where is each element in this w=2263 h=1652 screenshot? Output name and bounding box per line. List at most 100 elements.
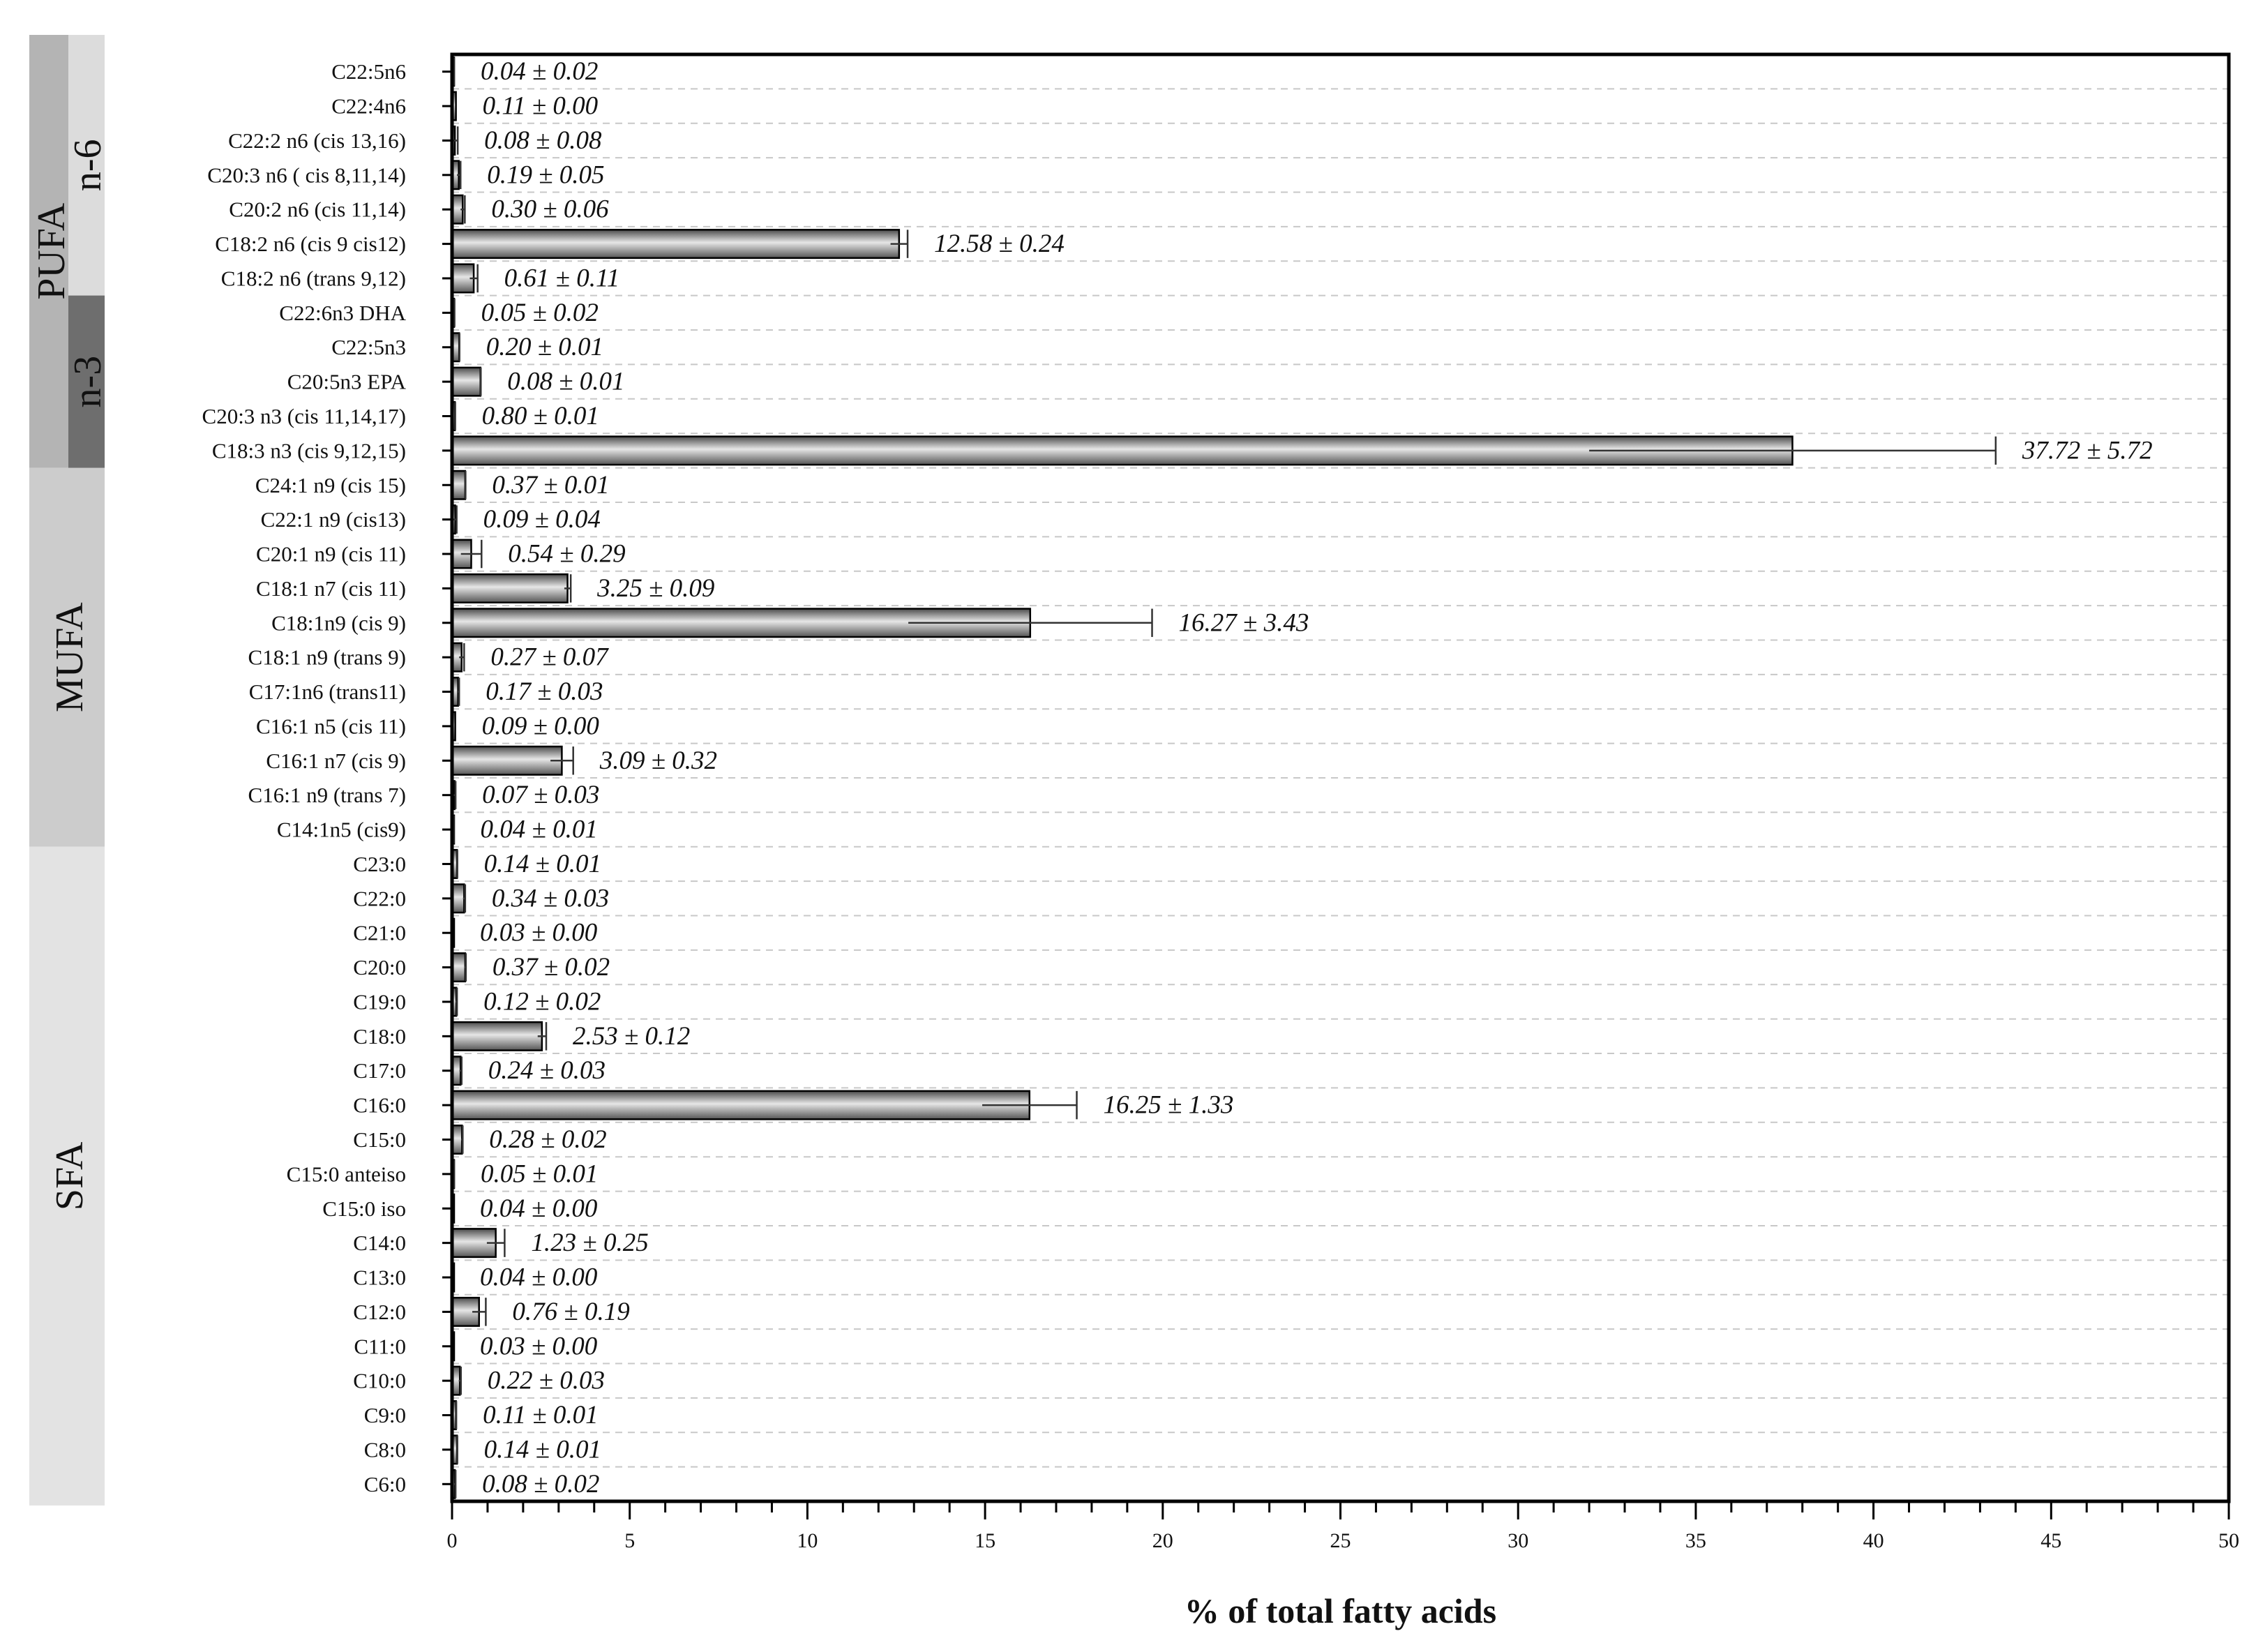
category-label: C14:0: [353, 1231, 406, 1255]
bar: [451, 952, 467, 983]
subgroup-label-n-6: n-6: [66, 140, 110, 192]
category-label: C13:0: [353, 1266, 406, 1290]
category-label: C12:0: [353, 1300, 406, 1324]
value-label: 16.27 ± 3.43: [1179, 608, 1309, 637]
category-label: C17:0: [353, 1058, 406, 1083]
category-label: C9:0: [364, 1403, 406, 1427]
category-label: C15:0 anteiso: [287, 1162, 406, 1186]
x-tick-label: 5: [624, 1529, 635, 1552]
category-label: C11:0: [354, 1334, 406, 1358]
category-label: C20:1 n9 (cis 11): [256, 542, 406, 566]
x-axis-label: % of total fatty acids: [1185, 1591, 1496, 1630]
value-label: 0.37 ± 0.01: [492, 471, 609, 500]
value-label: 0.30 ± 0.06: [491, 195, 609, 224]
category-label: C17:1n6 (trans11): [249, 679, 406, 704]
value-label: 0.22 ± 0.03: [488, 1367, 605, 1395]
value-label: 0.09 ± 0.04: [483, 505, 601, 534]
value-label: 0.07 ± 0.03: [482, 781, 599, 809]
category-label: C15:0 iso: [322, 1196, 406, 1221]
bar: [451, 229, 901, 260]
bar: [451, 1090, 1031, 1120]
category-label: C10:0: [353, 1369, 406, 1393]
bar: [451, 745, 563, 776]
category-label: C22:5n6: [331, 59, 406, 84]
value-label: 3.25 ± 0.09: [596, 574, 714, 603]
category-label: C18:0: [353, 1024, 406, 1049]
subgroup-label-n-3: n-3: [66, 356, 110, 408]
category-label: C19:0: [353, 989, 406, 1014]
category-label: C22:6n3 DHA: [279, 301, 406, 325]
category-label: C16:1 n7 (cis 9): [266, 749, 406, 773]
value-label: 0.28 ± 0.02: [489, 1125, 606, 1154]
value-label: 0.14 ± 0.01: [484, 850, 601, 878]
category-label: C24:1 n9 (cis 15): [255, 473, 406, 497]
category-label: C22:0: [353, 886, 406, 910]
value-labels: 0.04 ± 0.02 0.11 ± 0.00 0.08 ± 0.08 0.19 ± …: [480, 57, 2153, 1499]
bar: [451, 366, 482, 397]
bar: [451, 470, 467, 500]
value-label: 0.03 ± 0.00: [480, 919, 598, 947]
value-label: 0.61 ± 0.11: [504, 264, 620, 292]
bar: [451, 573, 569, 603]
group-label-sfa: SFA: [48, 1141, 91, 1210]
value-label: 0.11 ± 0.01: [483, 1401, 599, 1429]
category-label: C15:0: [353, 1127, 406, 1152]
category-labels: C22:5n6 C22:4n6 C22:2 n6 (cis 13,16) C20:3 …: [202, 59, 452, 1496]
category-label: C21:0: [353, 921, 406, 945]
value-label: 0.20 ± 0.01: [486, 333, 603, 361]
category-label: C16:1 n9 (trans 7): [248, 783, 406, 807]
value-label: 0.03 ± 0.00: [480, 1332, 598, 1360]
error-bars: [452, 57, 1997, 1499]
value-label: 12.58 ± 0.24: [934, 230, 1065, 258]
x-tick-label: 25: [1330, 1529, 1351, 1552]
value-label: 0.54 ± 0.29: [508, 540, 625, 569]
category-label: C14:1n5 (cis9): [277, 818, 406, 842]
x-tick-label: 0: [447, 1529, 458, 1552]
category-label: C6:0: [364, 1472, 406, 1496]
x-tick-label: 15: [975, 1529, 995, 1552]
value-label: 1.23 ± 0.25: [531, 1229, 648, 1257]
grid-lines: [452, 54, 2229, 1502]
group-bands: PUFA MUFA SFA n-6 n-3: [29, 35, 110, 1505]
value-label: 0.04 ± 0.00: [480, 1194, 598, 1223]
value-label: 0.11 ± 0.00: [483, 92, 599, 121]
category-label: C20:5n3 EPA: [287, 370, 407, 394]
group-label-mufa: MUFA: [48, 602, 91, 712]
x-tick-label: 50: [2218, 1529, 2239, 1552]
x-tick-label: 35: [1685, 1529, 1706, 1552]
value-label: 0.05 ± 0.02: [481, 299, 599, 327]
subgroup-band-n-3: [68, 295, 105, 468]
value-label: 0.08 ± 0.02: [482, 1470, 599, 1499]
bar: [451, 883, 465, 914]
x-axis: 0 5 10 15 20 25 30 35 40 45 50: [447, 1501, 2239, 1552]
value-label: 0.19 ± 0.05: [487, 160, 604, 189]
category-label: C18:2 n6 (cis 9 cis12): [215, 232, 406, 256]
category-label: C23:0: [353, 852, 406, 876]
bar: [451, 1021, 543, 1051]
x-tick-label: 45: [2040, 1529, 2061, 1552]
value-label: 0.17 ± 0.03: [486, 677, 603, 706]
value-label: 0.04 ± 0.01: [481, 816, 598, 844]
value-label: 37.72 ± 5.72: [2022, 436, 2153, 465]
value-label: 0.05 ± 0.01: [481, 1159, 598, 1188]
value-label: 0.24 ± 0.03: [488, 1056, 606, 1085]
bars: [451, 57, 1794, 1499]
category-label: C8:0: [364, 1437, 406, 1462]
value-label: 0.34 ± 0.03: [492, 884, 609, 913]
category-label: C20:2 n6 (cis 11,14): [229, 197, 406, 222]
value-label: 0.04 ± 0.00: [480, 1263, 598, 1292]
subgroup-band-n-6: [68, 35, 105, 296]
category-label: C22:2 n6 (cis 13,16): [228, 128, 406, 153]
x-tick-label: 30: [1508, 1529, 1528, 1552]
value-label: 0.08 ± 0.08: [484, 126, 602, 155]
value-label: 3.09 ± 0.32: [599, 746, 717, 775]
value-label: 0.80 ± 0.01: [482, 402, 599, 430]
category-label: C18:1 n9 (trans 9): [248, 645, 406, 670]
plot-frame: [450, 52, 2231, 1503]
category-label: C18:3 n3 (cis 9,12,15): [212, 438, 406, 463]
category-label: C20:3 n6 ( cis 8,11,14): [207, 163, 406, 187]
category-label: C20:0: [353, 955, 406, 979]
x-tick-label: 10: [797, 1529, 818, 1552]
group-band-sfa: [29, 846, 105, 1505]
